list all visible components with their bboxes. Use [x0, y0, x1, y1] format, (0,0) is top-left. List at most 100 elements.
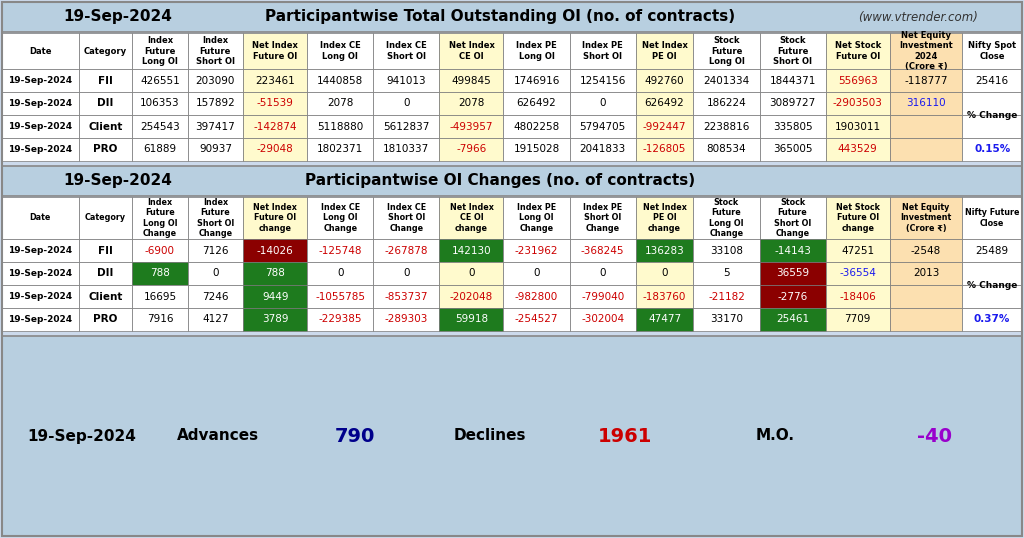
Bar — [636, 239, 693, 262]
Text: 33108: 33108 — [710, 245, 743, 256]
Text: 0: 0 — [534, 268, 540, 279]
Text: Net Index
CE OI
change: Net Index CE OI change — [450, 203, 494, 232]
Text: Net Index
PE OI: Net Index PE OI — [642, 41, 687, 61]
Text: 0.37%: 0.37% — [974, 315, 1011, 324]
Bar — [504, 115, 569, 138]
Bar — [890, 69, 963, 92]
Text: Category: Category — [85, 214, 126, 223]
Text: 7246: 7246 — [202, 292, 228, 301]
Bar — [825, 138, 890, 161]
Bar — [187, 262, 243, 285]
Text: 808534: 808534 — [707, 145, 746, 154]
Text: -799040: -799040 — [581, 292, 625, 301]
Bar — [963, 138, 1022, 161]
Bar — [374, 69, 439, 92]
Bar — [243, 115, 307, 138]
Text: -368245: -368245 — [581, 245, 625, 256]
Text: 0: 0 — [599, 98, 606, 109]
Text: 556963: 556963 — [838, 75, 878, 86]
Text: % Change: % Change — [967, 280, 1017, 289]
Text: Stock
Future
Long OI
Change: Stock Future Long OI Change — [710, 199, 743, 238]
Text: M.O.: M.O. — [756, 428, 795, 443]
Bar — [243, 33, 307, 69]
Bar — [79, 197, 132, 239]
Bar — [693, 115, 760, 138]
Bar — [243, 285, 307, 308]
Text: 7709: 7709 — [845, 315, 870, 324]
Bar — [890, 308, 963, 331]
Text: -229385: -229385 — [318, 315, 361, 324]
Text: -1055785: -1055785 — [315, 292, 366, 301]
Bar — [79, 285, 132, 308]
Bar — [2, 336, 1022, 536]
Text: 788: 788 — [265, 268, 285, 279]
Text: 3089727: 3089727 — [769, 98, 816, 109]
Bar — [439, 92, 504, 115]
Text: 5118880: 5118880 — [317, 122, 364, 131]
Text: 2078: 2078 — [327, 98, 353, 109]
Text: -51539: -51539 — [257, 98, 294, 109]
Bar — [825, 92, 890, 115]
Text: 19-Sep-2024: 19-Sep-2024 — [8, 246, 73, 255]
Bar — [963, 92, 1022, 115]
Text: Category: Category — [84, 46, 127, 55]
Text: Index PE
Long OI
Change: Index PE Long OI Change — [517, 203, 556, 232]
Bar — [825, 239, 890, 262]
Bar — [825, 197, 890, 239]
Bar — [439, 138, 504, 161]
Text: -126805: -126805 — [643, 145, 686, 154]
Text: Net Stock
Future OI: Net Stock Future OI — [835, 41, 881, 61]
Text: 4802258: 4802258 — [513, 122, 560, 131]
Text: 19-Sep-2024: 19-Sep-2024 — [8, 122, 73, 131]
Text: 19-Sep-2024: 19-Sep-2024 — [28, 428, 136, 443]
Bar — [963, 115, 1022, 138]
Bar — [693, 138, 760, 161]
Bar — [890, 262, 963, 285]
Bar — [187, 138, 243, 161]
Text: 426551: 426551 — [140, 75, 180, 86]
Text: 25416: 25416 — [976, 75, 1009, 86]
Text: 1961: 1961 — [598, 427, 652, 445]
Bar — [132, 69, 187, 92]
Bar — [760, 69, 825, 92]
Bar — [569, 115, 636, 138]
Text: 1440858: 1440858 — [317, 75, 364, 86]
Text: Net Index
PE OI
change: Net Index PE OI change — [643, 203, 686, 232]
Bar — [243, 138, 307, 161]
Text: 0: 0 — [599, 268, 606, 279]
Bar — [439, 33, 504, 69]
Bar — [374, 138, 439, 161]
Text: 19-Sep-2024: 19-Sep-2024 — [63, 10, 172, 25]
Bar — [504, 33, 569, 69]
Text: -125748: -125748 — [318, 245, 361, 256]
Bar — [307, 197, 374, 239]
Text: 47477: 47477 — [648, 315, 681, 324]
Text: 1844371: 1844371 — [769, 75, 816, 86]
Bar — [439, 115, 504, 138]
Bar — [2, 166, 1022, 196]
Bar — [890, 33, 963, 69]
Text: Net Index
CE OI: Net Index CE OI — [449, 41, 495, 61]
Text: 223461: 223461 — [255, 75, 295, 86]
Text: Index PE
Short OI: Index PE Short OI — [583, 41, 623, 61]
Text: 19-Sep-2024: 19-Sep-2024 — [8, 145, 73, 154]
Bar — [374, 33, 439, 69]
Bar — [307, 308, 374, 331]
Bar — [79, 33, 132, 69]
Text: Net Index
Future OI
change: Net Index Future OI change — [253, 203, 297, 232]
Text: 7916: 7916 — [146, 315, 173, 324]
Text: 7126: 7126 — [202, 245, 228, 256]
Bar — [693, 239, 760, 262]
Bar — [569, 239, 636, 262]
Text: DII: DII — [97, 98, 114, 109]
Text: Index CE
Long OI
Change: Index CE Long OI Change — [321, 203, 359, 232]
Text: 19-Sep-2024: 19-Sep-2024 — [8, 99, 73, 108]
Text: Date: Date — [30, 214, 51, 223]
Bar — [963, 285, 1022, 308]
Text: 3789: 3789 — [262, 315, 289, 324]
Bar — [79, 308, 132, 331]
Bar — [132, 197, 187, 239]
Text: 2238816: 2238816 — [703, 122, 750, 131]
Text: Index
Future
Long OI
Change: Index Future Long OI Change — [142, 199, 177, 238]
Bar — [504, 92, 569, 115]
